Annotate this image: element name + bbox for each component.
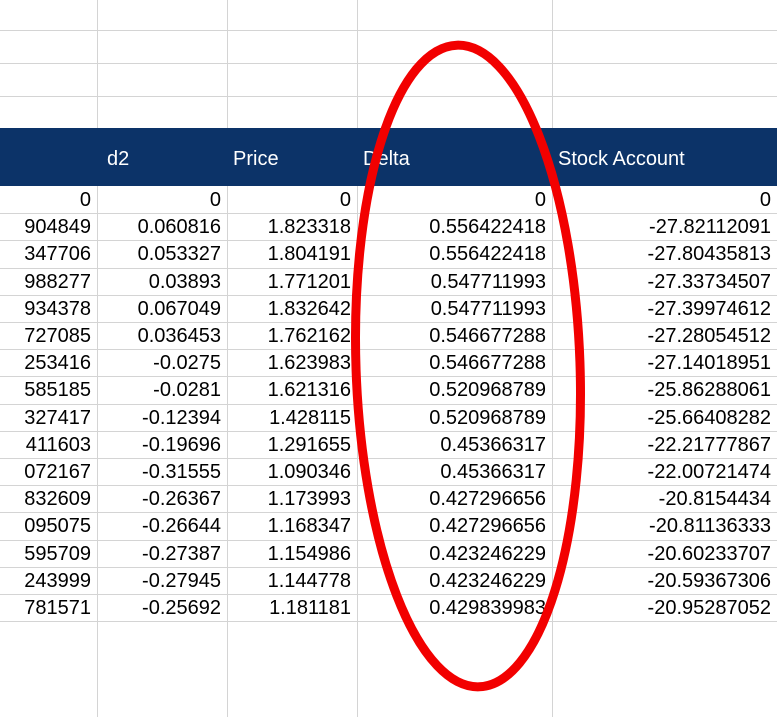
cell: 0.03893 bbox=[148, 271, 221, 293]
cell: 0.423246229 bbox=[429, 543, 546, 565]
cell: 0.427296656 bbox=[429, 488, 546, 510]
cell: 253416 bbox=[24, 352, 91, 374]
cell: -0.12394 bbox=[142, 407, 221, 429]
cell: 0 bbox=[759, 189, 771, 211]
cell: 0.546677288 bbox=[429, 352, 546, 374]
grid-line bbox=[0, 96, 777, 97]
cell: 832609 bbox=[24, 488, 91, 510]
cell: -22.00721474 bbox=[647, 461, 771, 483]
cell: 595709 bbox=[24, 543, 91, 565]
cell: -0.26367 bbox=[142, 488, 221, 510]
cell: 1.181181 bbox=[269, 597, 351, 619]
cell: -27.39974612 bbox=[647, 298, 771, 320]
grid-line bbox=[0, 30, 777, 31]
cell: 327417 bbox=[24, 407, 91, 429]
cell: -0.0275 bbox=[153, 352, 221, 374]
grid-line bbox=[227, 186, 228, 717]
grid-line bbox=[552, 0, 553, 128]
grid-line bbox=[97, 0, 98, 128]
cell: 988277 bbox=[24, 271, 91, 293]
cell: -22.21777867 bbox=[647, 434, 771, 456]
cell: 1.762162 bbox=[267, 325, 351, 347]
cell: -0.0281 bbox=[153, 379, 221, 401]
cell: 0.520968789 bbox=[429, 379, 546, 401]
cell: 1.291655 bbox=[267, 434, 351, 456]
cell: 1.823318 bbox=[267, 216, 351, 238]
cell: -0.25692 bbox=[142, 597, 221, 619]
cell: -27.33734507 bbox=[647, 271, 771, 293]
grid-line bbox=[357, 0, 358, 128]
cell: -27.80435813 bbox=[647, 243, 771, 265]
cell: 0.423246229 bbox=[429, 570, 546, 592]
cell: 243999 bbox=[24, 570, 91, 592]
cell: 0 bbox=[209, 189, 221, 211]
cell: 1.804191 bbox=[267, 243, 351, 265]
cell: 904849 bbox=[24, 216, 91, 238]
cell: 0.546677288 bbox=[429, 325, 546, 347]
cell: 0.556422418 bbox=[429, 216, 546, 238]
cell: 072167 bbox=[24, 461, 91, 483]
cell: 1.173993 bbox=[267, 488, 351, 510]
cell: -20.60233707 bbox=[647, 543, 771, 565]
cell: 1.771201 bbox=[267, 271, 351, 293]
cell: 095075 bbox=[24, 515, 91, 537]
column-header: Price bbox=[233, 148, 279, 170]
cell: -20.95287052 bbox=[647, 597, 771, 619]
cell: 411603 bbox=[25, 434, 91, 456]
cell: 934378 bbox=[24, 298, 91, 320]
cell: -25.86288061 bbox=[647, 379, 771, 401]
cell: 0 bbox=[534, 189, 546, 211]
cell: -20.81136333 bbox=[649, 515, 771, 537]
cell: -0.27387 bbox=[142, 543, 221, 565]
cell: 0.556422418 bbox=[429, 243, 546, 265]
cell: 781571 bbox=[24, 597, 91, 619]
grid-line bbox=[0, 63, 777, 64]
cell: 0 bbox=[79, 189, 91, 211]
grid-line bbox=[227, 0, 228, 128]
column-header: d2 bbox=[107, 148, 130, 170]
cell: -0.26644 bbox=[142, 515, 221, 537]
cell: 0.429839983 bbox=[429, 597, 546, 619]
cell: -27.14018951 bbox=[647, 352, 771, 374]
cell: -20.8154434 bbox=[658, 488, 771, 510]
cell: 0.547711993 bbox=[430, 298, 546, 320]
cell: -0.19696 bbox=[142, 434, 221, 456]
cell: 0.547711993 bbox=[430, 271, 546, 293]
column-header: Delta bbox=[363, 148, 410, 170]
cell: -20.59367306 bbox=[647, 570, 771, 592]
column-header: Stock Account bbox=[558, 148, 685, 170]
cell: 585185 bbox=[24, 379, 91, 401]
cell: 0.427296656 bbox=[429, 515, 546, 537]
cell: 0.036453 bbox=[137, 325, 221, 347]
cell: 1.154986 bbox=[267, 543, 351, 565]
cell: 1.144778 bbox=[267, 570, 351, 592]
cell: 0.067049 bbox=[137, 298, 221, 320]
grid-line bbox=[97, 186, 98, 717]
grid-line bbox=[0, 621, 777, 622]
cell: 0 bbox=[339, 189, 351, 211]
cell: -0.31555 bbox=[142, 461, 221, 483]
cell: 0.45366317 bbox=[440, 461, 546, 483]
cell: -0.27945 bbox=[142, 570, 221, 592]
cell: 1.168347 bbox=[267, 515, 351, 537]
cell: 727085 bbox=[24, 325, 91, 347]
cell: 1.090346 bbox=[267, 461, 351, 483]
cell: 0.060816 bbox=[137, 216, 221, 238]
cell: 347706 bbox=[24, 243, 91, 265]
cell: 1.428115 bbox=[269, 407, 351, 429]
cell: 1.621316 bbox=[267, 379, 351, 401]
cell: -27.82112091 bbox=[649, 216, 771, 238]
cell: -25.66408282 bbox=[647, 407, 771, 429]
cell: 1.832642 bbox=[267, 298, 351, 320]
cell: 1.623983 bbox=[267, 352, 351, 374]
cell: 0.45366317 bbox=[440, 434, 546, 456]
cell: -27.28054512 bbox=[647, 325, 771, 347]
cell: 0.520968789 bbox=[429, 407, 546, 429]
cell: 0.053327 bbox=[137, 243, 221, 265]
